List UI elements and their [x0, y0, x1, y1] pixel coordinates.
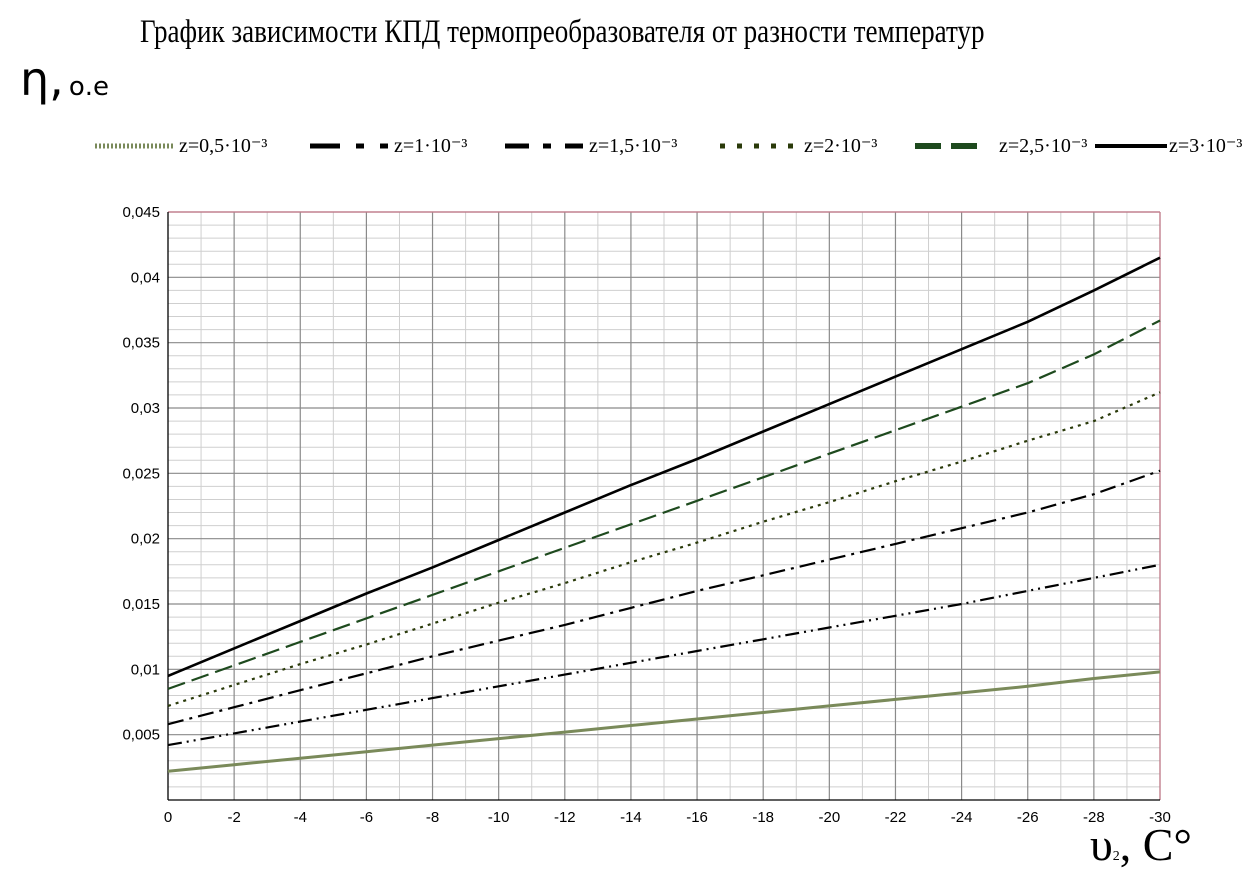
x-tick-label: -16 — [686, 809, 708, 826]
minor-grid — [168, 212, 1160, 800]
x-tick-label: 0 — [164, 809, 172, 826]
x-axis-unit: , C° — [1119, 819, 1192, 870]
x-tick-label: -24 — [951, 809, 973, 826]
legend-item-6: z=3·10⁻³ — [1095, 135, 1242, 157]
series-line-4 — [167, 391, 1161, 707]
x-axis-label: υ2, C° — [1090, 818, 1192, 871]
legend-label: z=0,5·10⁻³ — [179, 135, 267, 157]
x-tick-label: -8 — [426, 809, 439, 826]
x-tick-label: -26 — [1017, 809, 1039, 826]
y-tick-label: 0,04 — [131, 269, 160, 286]
y-tick-label: 0,005 — [122, 727, 160, 744]
y-tick-label: 0,02 — [131, 531, 160, 548]
x-tick-label: -20 — [818, 809, 840, 826]
legend-label: z=1·10⁻³ — [394, 135, 467, 157]
x-tick-label: -30 — [1149, 809, 1171, 826]
y-tick-label: 0,015 — [122, 596, 160, 613]
y-tick-label: 0,01 — [131, 661, 160, 678]
series-line-1 — [167, 670, 1161, 773]
y-tick-label: 0,025 — [122, 465, 160, 482]
y-tick-label: 0,03 — [131, 400, 160, 417]
series-line-6 — [167, 256, 1161, 678]
series-line-5 — [167, 319, 1161, 690]
chart-title: График зависимости КПД термопреобразоват… — [140, 14, 985, 50]
legend-item-1: z=0,5·10⁻³ — [95, 135, 267, 157]
legend-item-4: z=2·10⁻³ — [720, 135, 877, 157]
x-tick-label: -10 — [488, 809, 510, 826]
legend-label: z=1,5·10⁻³ — [589, 135, 677, 157]
x-tick-label: -2 — [227, 809, 240, 826]
y-axis-unit: о.е — [68, 72, 110, 102]
y-tick-label: 0,035 — [122, 335, 160, 352]
x-axis-symbol: υ — [1090, 819, 1113, 870]
x-tick-label: -22 — [885, 809, 907, 826]
legend-label: z=3·10⁻³ — [1169, 135, 1242, 157]
series-line-3 — [167, 469, 1161, 726]
x-tick-label: -6 — [360, 809, 373, 826]
series-line-2 — [167, 563, 1161, 747]
x-axis-subscript: 2 — [1112, 849, 1120, 864]
x-tick-label: -12 — [554, 809, 576, 826]
legend-label: z=2,5·10⁻³ — [999, 135, 1087, 157]
legend-item-2: z=1·10⁻³ — [310, 135, 467, 157]
legend-label: z=2·10⁻³ — [804, 135, 877, 157]
chart-legend: z=0,5·10⁻³ z=1·10⁻³ z=1,5·10⁻³ z=2·10⁻³ z=2,… — [95, 135, 1242, 157]
x-tick-label: -4 — [294, 809, 307, 826]
x-tick-label: -14 — [620, 809, 642, 826]
y-axis-label: η, о.е — [20, 52, 109, 106]
x-tick-label: -28 — [1083, 809, 1105, 826]
legend-item-3: z=1,5·10⁻³ — [505, 135, 677, 157]
y-tick-label: 0,045 — [122, 204, 160, 221]
y-axis-symbol: η, — [20, 52, 64, 106]
legend-item-5: z=2,5·10⁻³ — [915, 135, 1087, 157]
x-tick-label: -18 — [752, 809, 774, 826]
